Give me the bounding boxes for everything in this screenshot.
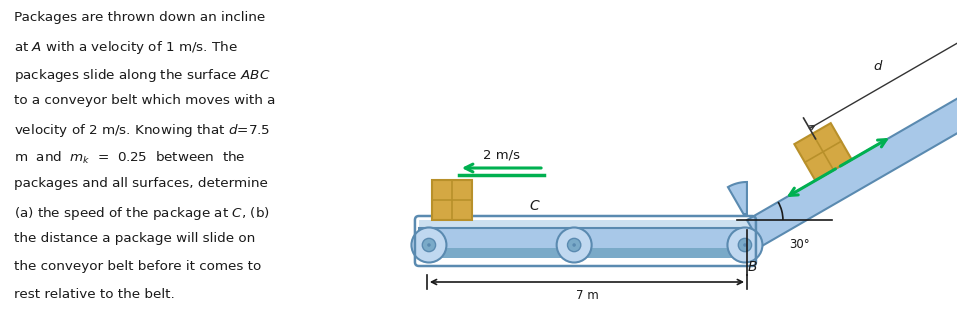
Text: at $\it{A}$ with a velocity of 1 m/s. The: at $\it{A}$ with a velocity of 1 m/s. Th… [13, 39, 237, 56]
Text: packages slide along the surface $\it{ABC}$: packages slide along the surface $\it{AB… [13, 67, 270, 84]
Polygon shape [747, 220, 762, 250]
Circle shape [727, 227, 763, 263]
Text: the distance a package will slide on: the distance a package will slide on [13, 232, 255, 245]
Polygon shape [728, 182, 747, 215]
Text: $B$: $B$ [746, 260, 757, 274]
Text: (a) the speed of the package at $\it{C}$, (b): (a) the speed of the package at $\it{C}$… [13, 205, 269, 222]
Text: to a conveyor belt which moves with a: to a conveyor belt which moves with a [13, 94, 275, 107]
Text: m  and  $m_k$  =  0.25  between  the: m and $m_k$ = 0.25 between the [13, 150, 245, 166]
Text: $d$: $d$ [874, 59, 884, 73]
Circle shape [427, 243, 431, 247]
Bar [432, 180, 472, 220]
Text: 2 m/s: 2 m/s [483, 148, 520, 161]
Circle shape [557, 227, 591, 263]
Circle shape [412, 227, 447, 263]
Circle shape [422, 238, 435, 252]
Text: $C$: $C$ [529, 199, 541, 213]
Polygon shape [794, 123, 852, 180]
Text: the conveyor belt before it comes to: the conveyor belt before it comes to [13, 260, 261, 273]
Text: packages and all surfaces, determine: packages and all surfaces, determine [13, 177, 267, 190]
Text: 7 m: 7 m [575, 289, 598, 302]
Polygon shape [419, 248, 752, 258]
Polygon shape [419, 228, 752, 250]
Circle shape [572, 243, 576, 247]
Text: velocity of 2 m/s. Knowing that $d$=7.5: velocity of 2 m/s. Knowing that $d$=7.5 [13, 122, 270, 139]
Circle shape [568, 238, 581, 252]
Text: Packages are thrown down an incline: Packages are thrown down an incline [13, 11, 265, 24]
Text: 30°: 30° [789, 238, 810, 251]
Text: rest relative to the belt.: rest relative to the belt. [13, 288, 174, 301]
Polygon shape [419, 220, 752, 230]
Circle shape [744, 243, 746, 247]
Circle shape [738, 238, 751, 252]
Polygon shape [747, 75, 957, 246]
